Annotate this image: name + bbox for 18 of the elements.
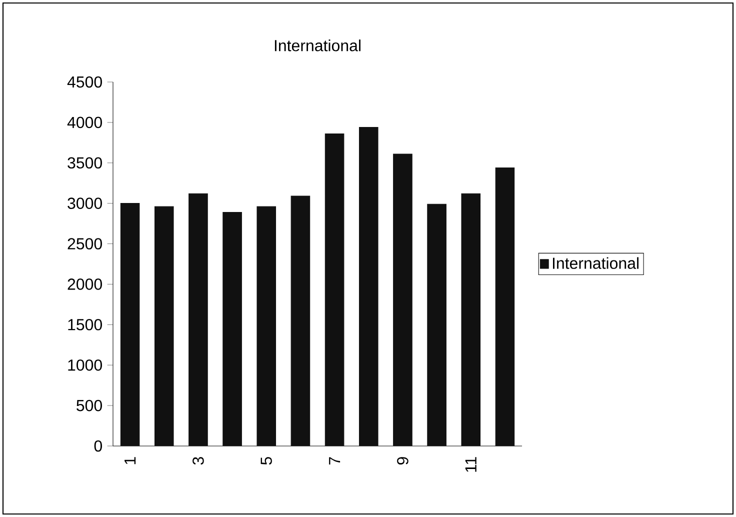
y-tick-label: 4000 xyxy=(67,116,102,128)
y-tick-label: 4500 xyxy=(67,76,102,88)
y-tick-label: 2500 xyxy=(68,238,102,250)
chart-title: International xyxy=(274,40,360,52)
y-tick-label: 1500 xyxy=(68,318,102,330)
y-tick-label: 2000 xyxy=(68,278,102,290)
y-tick-label: 1000 xyxy=(68,359,102,371)
y-tick-label: 500 xyxy=(76,400,102,412)
x-tick-label: 5 xyxy=(260,457,272,465)
x-tick-label: 7 xyxy=(329,457,340,464)
x-tick-label: 1 xyxy=(124,457,136,464)
x-tick-label: 11 xyxy=(465,457,476,472)
legend-label: International xyxy=(552,257,638,269)
x-tick-label: 3 xyxy=(192,457,204,465)
x-tick-label: 9 xyxy=(397,457,408,465)
y-tick-label: 3000 xyxy=(68,198,102,209)
y-tick-label: 0 xyxy=(94,440,102,452)
y-tick-label: 3500 xyxy=(68,157,102,169)
